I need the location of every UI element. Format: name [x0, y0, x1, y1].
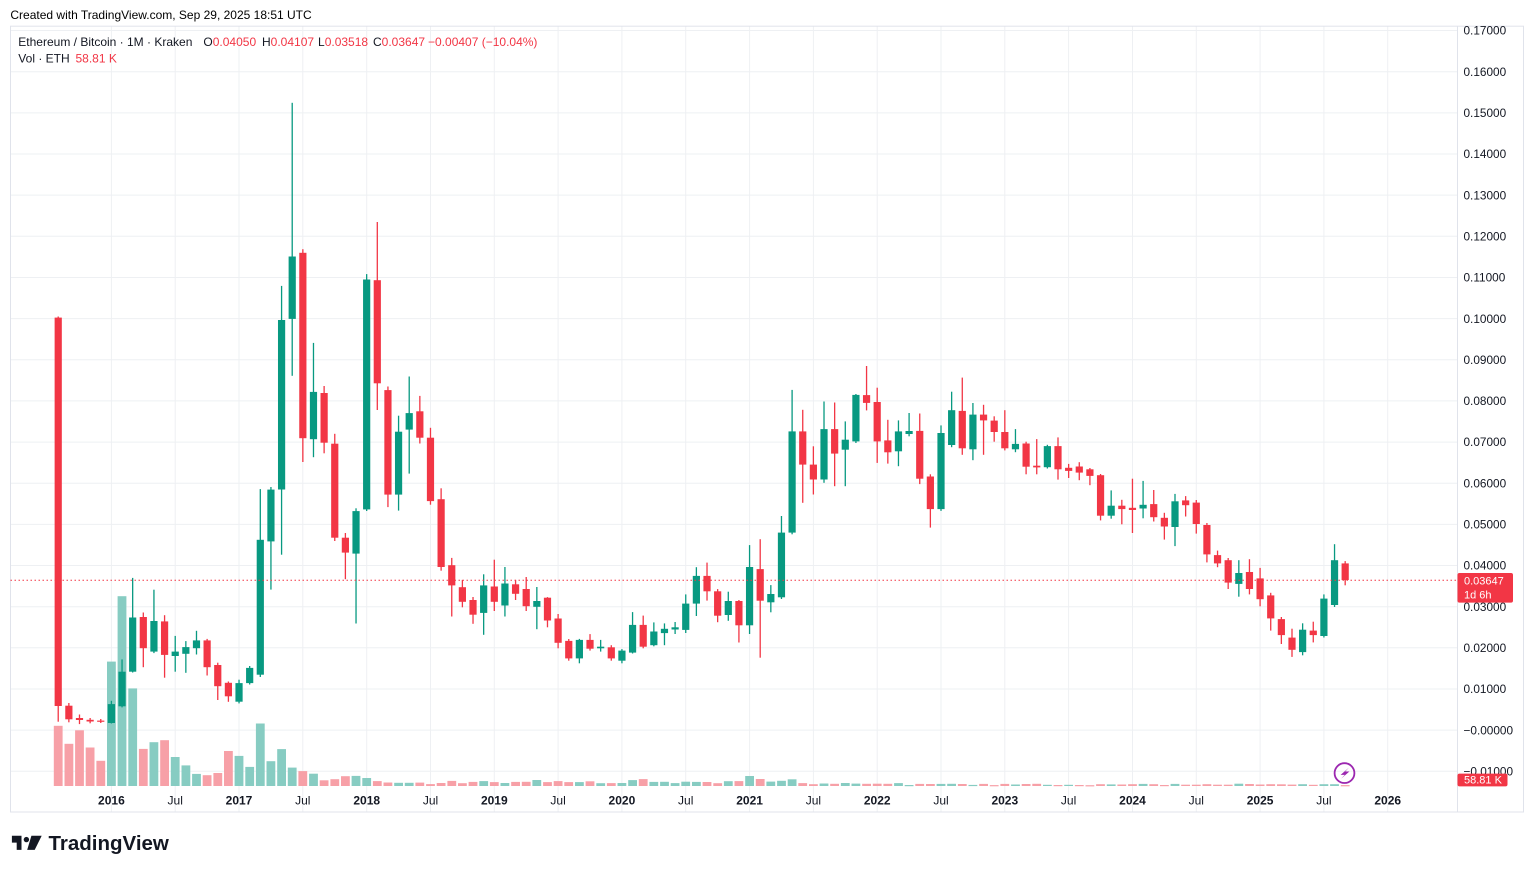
- svg-text:2026: 2026: [1374, 793, 1401, 807]
- svg-text:2018: 2018: [353, 793, 380, 807]
- svg-text:0.10000: 0.10000: [1464, 312, 1507, 326]
- svg-text:1d 6h: 1d 6h: [1464, 589, 1492, 601]
- svg-text:Jul: Jul: [933, 793, 948, 807]
- svg-text:2023: 2023: [991, 793, 1018, 807]
- svg-text:TradingView: TradingView: [49, 832, 169, 855]
- svg-text:2016: 2016: [98, 793, 125, 807]
- svg-text:2020: 2020: [609, 793, 636, 807]
- svg-text:0.13000: 0.13000: [1464, 188, 1507, 202]
- svg-text:0.11000: 0.11000: [1464, 271, 1506, 285]
- svg-text:0.02000: 0.02000: [1464, 641, 1507, 655]
- svg-text:Vol · ETH: Vol · ETH: [18, 52, 69, 66]
- svg-text:Jul: Jul: [423, 793, 438, 807]
- svg-text:2025: 2025: [1247, 793, 1274, 807]
- svg-text:Jul: Jul: [1316, 793, 1331, 807]
- svg-text:Ethereum / Bitcoin · 1M · Krak: Ethereum / Bitcoin · 1M · Kraken: [18, 35, 192, 49]
- svg-text:0.08000: 0.08000: [1464, 394, 1507, 408]
- svg-text:C0.03647: C0.03647: [373, 35, 425, 49]
- svg-text:2022: 2022: [864, 793, 891, 807]
- svg-text:2019: 2019: [481, 793, 508, 807]
- svg-text:0.03000: 0.03000: [1464, 600, 1507, 614]
- svg-text:H0.04107: H0.04107: [262, 35, 314, 49]
- svg-text:0.16000: 0.16000: [1464, 65, 1507, 79]
- svg-text:Jul: Jul: [168, 793, 183, 807]
- svg-text:58.81 K: 58.81 K: [1464, 775, 1503, 787]
- svg-text:Jul: Jul: [295, 793, 310, 807]
- svg-text:Jul: Jul: [1061, 793, 1076, 807]
- svg-text:Jul: Jul: [550, 793, 565, 807]
- svg-text:0.01000: 0.01000: [1464, 682, 1507, 696]
- svg-text:0.06000: 0.06000: [1464, 476, 1507, 490]
- svg-text:0.03647: 0.03647: [1464, 576, 1504, 588]
- svg-text:Created with TradingView.com,: Created with TradingView.com, Sep 29, 20…: [10, 8, 312, 22]
- svg-text:L0.03518: L0.03518: [318, 35, 368, 49]
- svg-text:0.07000: 0.07000: [1464, 435, 1507, 449]
- svg-text:Jul: Jul: [678, 793, 693, 807]
- svg-text:Jul: Jul: [1189, 793, 1204, 807]
- svg-text:−0.00407 (−10.04%): −0.00407 (−10.04%): [428, 35, 537, 49]
- svg-text:0.15000: 0.15000: [1464, 106, 1507, 120]
- svg-text:58.81 K: 58.81 K: [76, 52, 117, 66]
- svg-text:0.14000: 0.14000: [1464, 147, 1507, 161]
- svg-text:O0.04050: O0.04050: [203, 35, 256, 49]
- svg-text:2017: 2017: [226, 793, 253, 807]
- svg-text:2024: 2024: [1119, 793, 1146, 807]
- svg-text:2021: 2021: [736, 793, 763, 807]
- svg-text:Jul: Jul: [806, 793, 821, 807]
- svg-text:0.04000: 0.04000: [1464, 559, 1507, 573]
- svg-text:0.17000: 0.17000: [1464, 24, 1507, 38]
- svg-text:0.09000: 0.09000: [1464, 353, 1507, 367]
- svg-text:0.12000: 0.12000: [1464, 230, 1507, 244]
- svg-text:−0.00000: −0.00000: [1464, 723, 1514, 737]
- svg-text:0.05000: 0.05000: [1464, 518, 1507, 532]
